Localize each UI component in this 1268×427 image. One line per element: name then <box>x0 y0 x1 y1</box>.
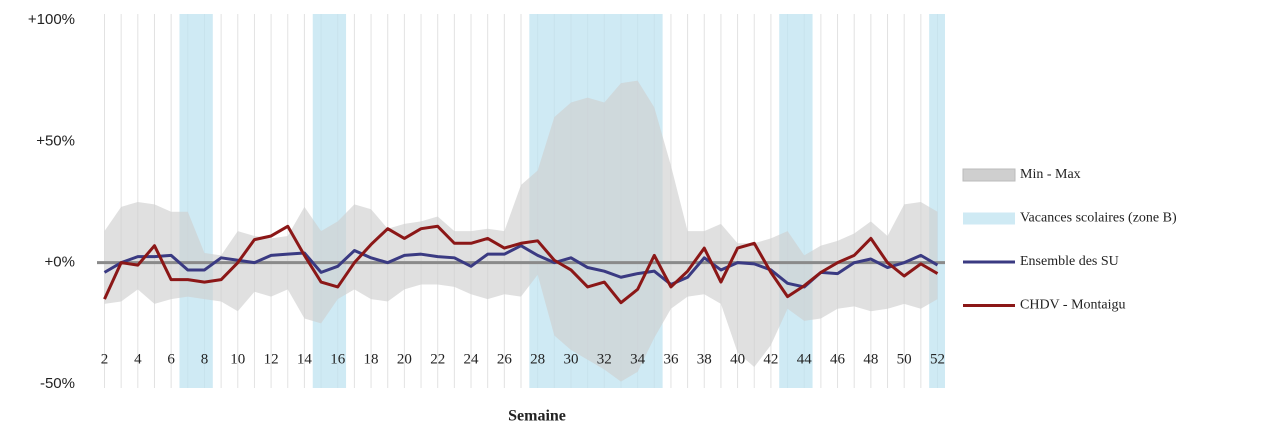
y-tick-label: +50% <box>36 132 75 149</box>
x-tick-label: 32 <box>597 351 612 367</box>
x-tick-label: 10 <box>230 351 245 367</box>
x-tick-label: 46 <box>830 351 846 367</box>
x-tick-label: 14 <box>297 351 313 367</box>
legend-label: Vacances scolaires (zone B) <box>1020 211 1177 226</box>
x-tick-label: 50 <box>897 351 912 367</box>
x-tick-label: 4 <box>134 351 142 367</box>
x-tick-label: 36 <box>663 351 679 367</box>
x-tick-label: 22 <box>430 351 445 367</box>
legend-label: Min - Max <box>1020 167 1081 182</box>
x-tick-label: 26 <box>497 351 513 367</box>
holiday-band <box>779 14 813 388</box>
x-tick-label: 30 <box>563 351 578 367</box>
x-tick-label: 18 <box>364 351 379 367</box>
x-tick-label: 20 <box>397 351 412 367</box>
x-tick-label: 40 <box>730 351 745 367</box>
legend-swatch <box>962 168 1016 182</box>
min-max-area <box>104 80 938 382</box>
holiday-band <box>179 14 213 388</box>
x-tick-label: 24 <box>464 351 480 367</box>
legend-label: Ensemble des SU <box>1020 254 1119 269</box>
x-tick-label: 34 <box>630 351 646 367</box>
x-tick-label: 2 <box>101 351 109 367</box>
series-line <box>103 224 939 305</box>
x-tick-label: 12 <box>264 351 279 367</box>
x-tick-label: 16 <box>330 351 346 367</box>
x-tick-label: 28 <box>530 351 545 367</box>
series-line <box>103 244 939 289</box>
x-tick-label: 6 <box>167 351 175 367</box>
x-axis-title: Semaine <box>508 408 566 425</box>
x-tick-label: 44 <box>797 351 813 367</box>
x-tick-label: 8 <box>201 351 209 367</box>
x-tick-label: 52 <box>930 351 945 367</box>
y-tick-label: +100% <box>28 11 75 28</box>
holiday-band <box>312 14 347 388</box>
legend-swatch <box>963 212 1015 225</box>
x-tick-label: 42 <box>763 351 778 367</box>
legend-label: CHDV - Montaigu <box>1020 298 1126 313</box>
y-tick-label: -50% <box>40 375 75 392</box>
holiday-band <box>929 14 945 388</box>
y-tick-label: +0% <box>45 254 75 271</box>
x-tick-label: 38 <box>697 351 712 367</box>
x-tick-label: 48 <box>863 351 878 367</box>
